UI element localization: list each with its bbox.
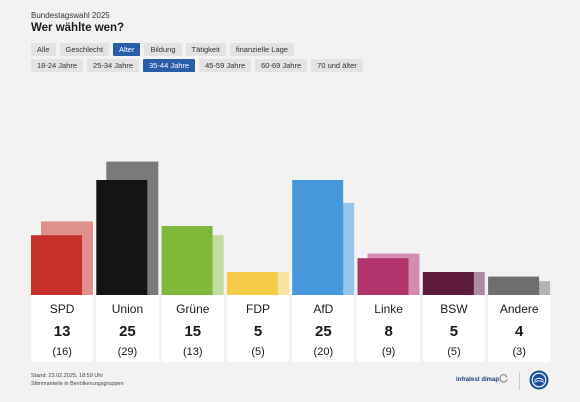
tab-alle[interactable]: Alle (31, 43, 56, 56)
tab-70-plus[interactable]: 70 und älter (311, 59, 363, 72)
age-group-tabs: 18-24 Jahre 25-34 Jahre 35-44 Jahre 45-5… (31, 59, 363, 72)
value-label: 8 (384, 323, 393, 340)
tab-60-69[interactable]: 60-69 Jahre (255, 59, 308, 72)
party-label: AfD (313, 302, 334, 316)
previous-label: (5) (447, 346, 461, 358)
tab-finanzielle-lage[interactable]: finanzielle Lage (229, 43, 294, 56)
party-label: Grüne (176, 302, 210, 316)
value-label: 5 (253, 323, 263, 340)
category-tabs: Alle Geschlecht Alter Bildung Tätigkeit … (31, 43, 294, 56)
party-label: BSW (440, 302, 468, 316)
party-card-bsw: BSW 5 (5) (422, 295, 486, 362)
party-label: SPD (49, 302, 75, 316)
bar-current-spd (31, 235, 82, 295)
party-card-gruene: Grüne 15 (13) (161, 295, 224, 362)
value-label: 13 (53, 323, 71, 340)
bar-current-bsw (422, 272, 474, 295)
divider (519, 372, 520, 390)
previous-label: (20) (313, 346, 334, 358)
value-label: 15 (184, 323, 202, 340)
previous-label: (13) (182, 346, 203, 358)
tab-45-59[interactable]: 45-59 Jahre (199, 59, 252, 72)
value-label: 5 (449, 323, 459, 340)
bar-current-afd (292, 180, 344, 295)
party-label: Linke (374, 302, 403, 316)
party-card-andere: Andere 4 (3) (488, 295, 551, 362)
party-card-linke: Linke 8 (9) (357, 295, 420, 362)
tab-bildung[interactable]: Bildung (144, 43, 182, 56)
page-title: Wer wählte wen? (31, 22, 125, 34)
previous-label: (9) (381, 346, 396, 358)
bar-current-grüne (161, 226, 213, 295)
bar-current-union (96, 180, 148, 295)
value-label: 25 (314, 323, 332, 340)
bar-current-fdp (226, 272, 278, 295)
party-label: Union (111, 302, 144, 316)
tab-geschlecht[interactable]: Geschlecht (59, 43, 110, 56)
tab-18-24[interactable]: 18-24 Jahre (31, 59, 84, 72)
kicker: Bundestagswahl 2025 (31, 11, 110, 20)
tab-alter[interactable]: Alter (113, 43, 141, 56)
party-label: FDP (246, 302, 271, 316)
result-cards: SPD 13 (16) Union 25 (29) Grüne 15 (13) … (31, 295, 551, 362)
bar-chart (31, 161, 551, 295)
bar-current-linke (357, 258, 409, 295)
tab-35-44[interactable]: 35-44 Jahre (143, 59, 196, 72)
value-label: 25 (119, 323, 136, 340)
previous-label: (29) (117, 346, 138, 358)
bar-current-andere (488, 276, 540, 295)
party-label: Andere (499, 302, 539, 316)
source-label: infratest dimap (456, 377, 500, 383)
previous-label: (5) (251, 346, 265, 358)
party-card-spd: SPD 13 (16) (31, 295, 94, 362)
previous-label: (3) (512, 346, 526, 358)
party-card-fdp: FDP 5 (5) (226, 295, 290, 362)
footnote: Stimmanteile in Bevölkerungsgruppen (31, 381, 124, 387)
party-card-afd: AfD 25 (20) (292, 295, 355, 362)
stand-timestamp: Stand: 23.02.2025, 18:59 Uhr (31, 373, 104, 379)
party-card-union: Union 25 (29) (96, 295, 159, 362)
tab-taetigkeit[interactable]: Tätigkeit (185, 43, 226, 56)
value-label: 4 (515, 323, 524, 340)
refresh-icon[interactable] (498, 373, 509, 384)
previous-label: (16) (52, 346, 72, 358)
tagesschau-logo-icon (529, 370, 549, 390)
tab-25-34[interactable]: 25-34 Jahre (87, 59, 140, 72)
